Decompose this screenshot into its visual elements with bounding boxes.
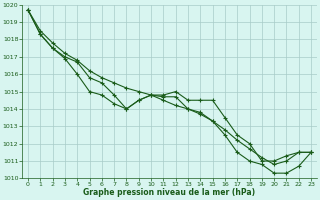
X-axis label: Graphe pression niveau de la mer (hPa): Graphe pression niveau de la mer (hPa): [84, 188, 256, 197]
